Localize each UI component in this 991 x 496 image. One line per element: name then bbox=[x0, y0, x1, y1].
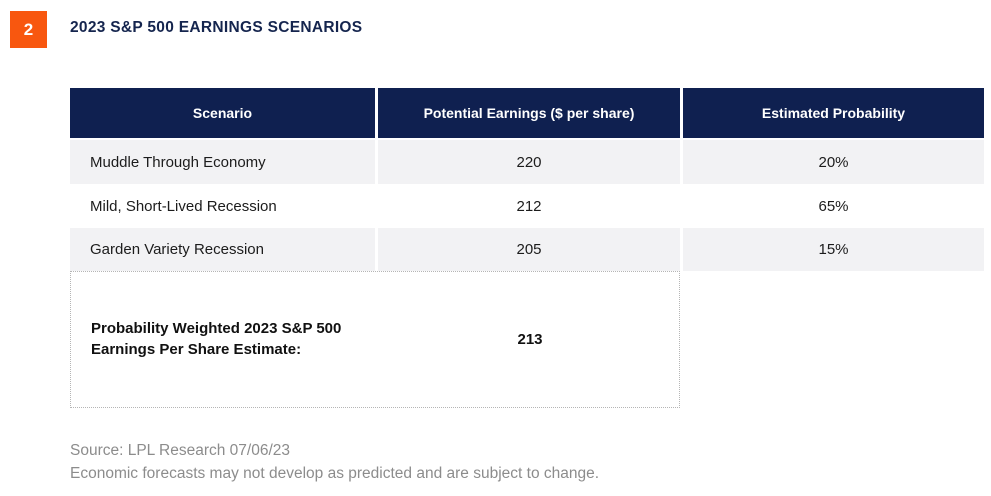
summary-row-spacer bbox=[683, 271, 984, 408]
column-header-scenario: Scenario bbox=[70, 88, 375, 138]
table-row: Mild, Short-Lived Recession 212 65% bbox=[70, 184, 984, 228]
earnings-cell: 220 bbox=[378, 140, 680, 184]
earnings-cell: 205 bbox=[378, 228, 680, 271]
scenario-cell: Garden Variety Recession bbox=[70, 228, 375, 271]
summary-row: Probability Weighted 2023 S&P 500 Earnin… bbox=[70, 271, 984, 408]
scenario-cell: Mild, Short-Lived Recession bbox=[70, 184, 375, 228]
table-row: Muddle Through Economy 220 20% bbox=[70, 140, 984, 184]
earnings-cell: 212 bbox=[378, 184, 680, 228]
table-row: Garden Variety Recession 205 15% bbox=[70, 228, 984, 271]
column-header-potential-earnings: Potential Earnings ($ per share) bbox=[378, 88, 680, 138]
probability-cell: 20% bbox=[683, 140, 984, 184]
probability-cell: 65% bbox=[683, 184, 984, 228]
figure-number-badge: 2 bbox=[10, 11, 47, 48]
summary-value: 213 bbox=[517, 331, 543, 348]
table-header-row: Scenario Potential Earnings ($ per share… bbox=[70, 88, 984, 138]
probability-weighted-summary-box: Probability Weighted 2023 S&P 500 Earnin… bbox=[70, 271, 680, 408]
earnings-scenarios-table: Scenario Potential Earnings ($ per share… bbox=[70, 88, 984, 408]
footer-notes: Source: LPL Research 07/06/23 Economic f… bbox=[70, 439, 599, 485]
summary-label: Probability Weighted 2023 S&P 500 Earnin… bbox=[91, 320, 342, 358]
probability-cell: 15% bbox=[683, 228, 984, 271]
scenario-cell: Muddle Through Economy bbox=[70, 140, 375, 184]
disclaimer-line: Economic forecasts may not develop as pr… bbox=[70, 465, 600, 482]
figure-title: 2023 S&P 500 EARNINGS SCENARIOS bbox=[70, 19, 363, 36]
column-header-estimated-probability: Estimated Probability bbox=[683, 88, 984, 138]
source-line: Source: LPL Research 07/06/23 bbox=[70, 442, 291, 459]
